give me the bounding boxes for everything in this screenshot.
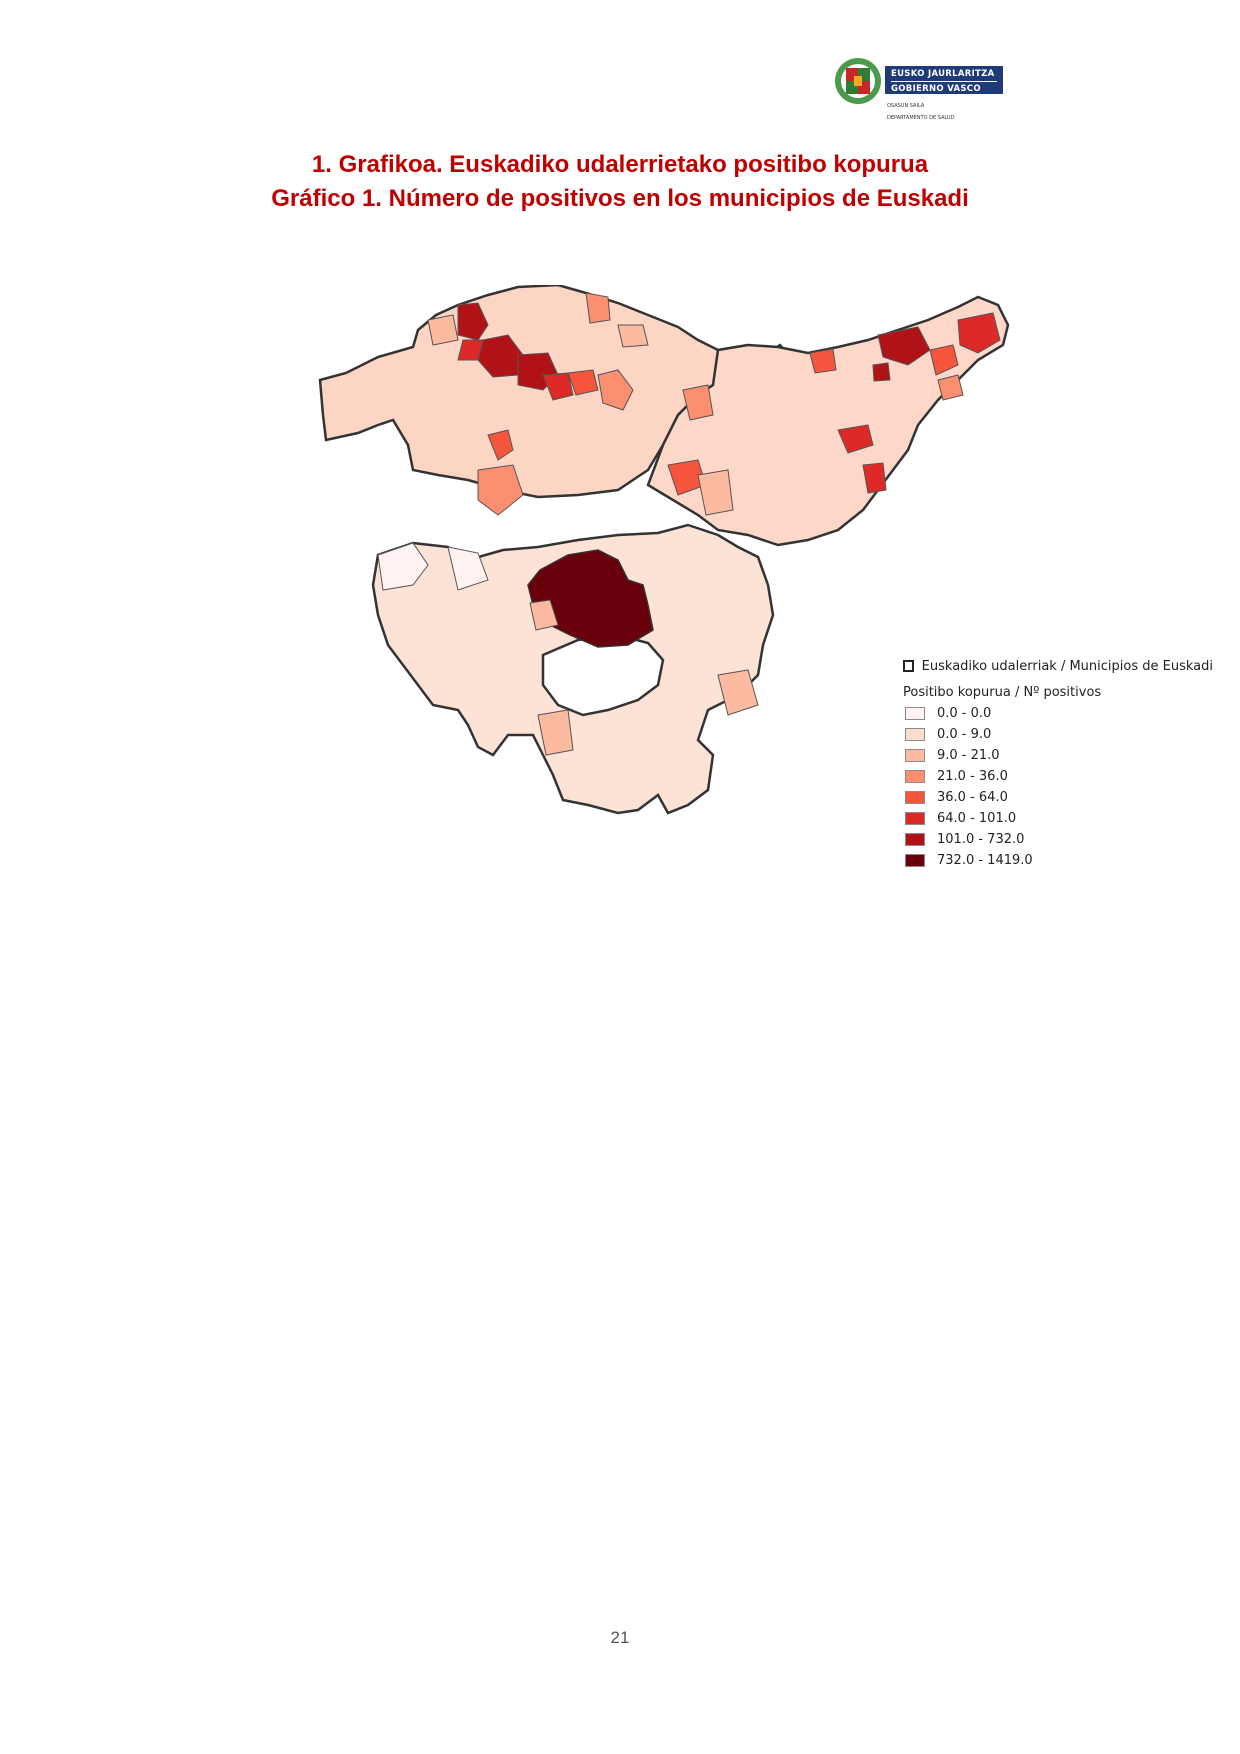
- legend-swatch: [905, 854, 925, 867]
- figure-title-basque: 1. Grafikoa. Euskadiko udalerrietako pos…: [311, 151, 929, 178]
- legend-class: 36.0 - 64.0: [905, 787, 1213, 808]
- municipality-ayala: [477, 464, 524, 516]
- municipality-galdakao: [567, 369, 599, 396]
- logo-department-es: DEPARTAMENTO DE SALUD: [887, 115, 955, 121]
- municipality-durango: [597, 369, 634, 411]
- legend-swatch: [905, 749, 925, 762]
- municipality-azpeitia: [682, 384, 714, 421]
- legend-swatch: [905, 791, 925, 804]
- legend-class-label: 732.0 - 1419.0: [937, 853, 1033, 868]
- municipality-zarautz: [809, 348, 837, 374]
- legend-class-label: 0.0 - 0.0: [937, 706, 992, 721]
- legend-swatch: [905, 770, 925, 783]
- legend-boundary-label: Euskadiko udalerriak / Municipios de Eus…: [921, 658, 1213, 674]
- municipality-arrasate: [697, 469, 734, 516]
- municipality-getxo: [457, 302, 489, 341]
- municipality-bermeo: [585, 292, 611, 324]
- municipality-alegria: [717, 669, 759, 716]
- municipality-valdegovia: [447, 546, 489, 591]
- legend-swatch: [905, 812, 925, 825]
- legend-class: 732.0 - 1419.0: [905, 850, 1213, 871]
- municipality-oiartzun: [937, 374, 964, 401]
- legend-class-label: 36.0 - 64.0: [937, 790, 1008, 805]
- municipality-laguardia: [537, 709, 574, 756]
- legend-class-label: 9.0 - 21.0: [937, 748, 1000, 763]
- legend-swatch: [905, 833, 925, 846]
- figure-titles: 1. Grafikoa. Euskadiko udalerrietako pos…: [0, 148, 1240, 216]
- legend-class-label: 0.0 - 9.0: [937, 727, 992, 742]
- legend-class: 101.0 - 732.0: [905, 829, 1213, 850]
- legend-swatch: [905, 707, 925, 720]
- municipality-errenteria: [929, 344, 959, 376]
- municipality-donostia: [877, 326, 931, 366]
- legend-class: 21.0 - 36.0: [905, 766, 1213, 787]
- boundary-swatch: [903, 660, 914, 672]
- legend-heading: Positibo kopurua / Nº positivos: [903, 685, 1102, 700]
- legend-class-label: 21.0 - 36.0: [937, 769, 1008, 784]
- legend-boundary-entry: Euskadiko udalerriak / Municipios de Eus…: [903, 655, 1213, 677]
- legend-class: 0.0 - 9.0: [905, 724, 1213, 745]
- province-gipuzkoa: [646, 295, 1010, 547]
- logo-department: OSASUN SAILA DEPARTAMENTO DE SALUD: [887, 100, 954, 124]
- map-legend: Euskadiko udalerriak / Municipios de Eus…: [903, 655, 1213, 871]
- logo-spanish-name: GOBIERNO VASCO: [891, 84, 981, 94]
- municipality-ordizia: [862, 462, 887, 494]
- choropleth-map: [318, 285, 1138, 915]
- municipality-tolosa: [837, 424, 874, 454]
- legend-class: 64.0 - 101.0: [905, 808, 1213, 829]
- basque-country-map: [318, 285, 1010, 815]
- legend-class: 0.0 - 0.0: [905, 703, 1213, 724]
- figure-title-spanish: Gráfico 1. Número de positivos en los mu…: [271, 185, 969, 212]
- municipality-sestao: [457, 339, 484, 361]
- municipality-orozko: [487, 429, 514, 461]
- government-logo: EUSKO JAURLARITZA GOBIERNO VASCO OSASUN …: [833, 56, 1013, 128]
- municipality-hernani: [872, 362, 891, 382]
- municipality-irun: [957, 312, 1001, 354]
- coat-of-arms-icon: [835, 58, 881, 104]
- municipality-labastida: [377, 542, 429, 591]
- logo-basque-name: EUSKO JAURLARITZA: [891, 69, 995, 79]
- municipality-basauri: [542, 372, 574, 401]
- legend-class: 9.0 - 21.0: [905, 745, 1213, 766]
- page-number: 21: [610, 1628, 630, 1647]
- legend-swatch: [905, 728, 925, 741]
- legend-class-label: 101.0 - 732.0: [937, 832, 1025, 847]
- municipality-gorliz: [427, 314, 459, 346]
- logo-department-eu: OSASUN SAILA: [887, 103, 925, 109]
- municipality-gernika: [617, 324, 649, 348]
- legend-class-label: 64.0 - 101.0: [937, 811, 1017, 826]
- logo-name-bar: EUSKO JAURLARITZA GOBIERNO VASCO: [885, 66, 1003, 94]
- municipality-iruna-oka: [529, 599, 559, 631]
